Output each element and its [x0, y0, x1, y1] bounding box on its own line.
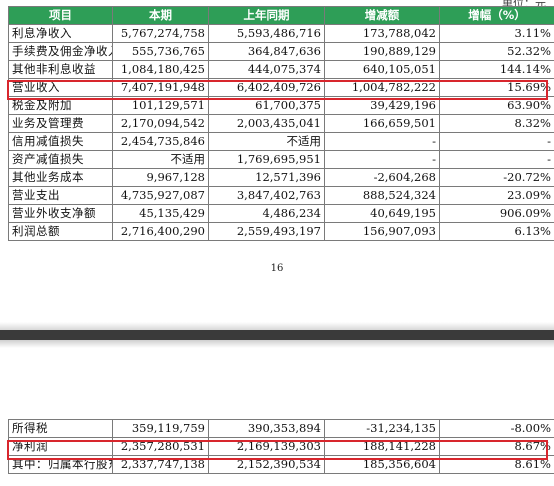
page-break-divider [0, 330, 554, 340]
cell-current-period: 7,407,191,948 [112, 78, 209, 97]
table-row: 利息净收入 5,767,274,758 5,593,486,716 173,788,0… [8, 24, 554, 43]
unit-note: 单位：元 [502, 0, 546, 10]
cell-change-percent: 8.32% [439, 114, 554, 133]
table-row: 资产减值损失 不适用 1,769,695,951- - [8, 150, 554, 169]
cell-prior-period: 4,486,234 [208, 204, 325, 223]
cell-prior-period: 2,559,493,197 [208, 222, 325, 241]
cell-current-period: 45,135,429 [112, 204, 209, 223]
cell-prior-period: 2,003,435,041 [208, 114, 325, 133]
table-header-row: 项目 本期 上年同期 增减额 增幅（%） [8, 6, 554, 25]
cell-item: 业务及管理费 [8, 114, 113, 133]
cell-change-amount: - [324, 132, 440, 151]
cell-item: 营业外收支净额 [8, 204, 113, 223]
cell-current-period: 9,967,128 [112, 168, 209, 187]
cell-change-percent: 144.14% [439, 60, 554, 79]
cell-change-amount: 190,889,129 [324, 42, 440, 61]
cell-change-amount: -2,604,268 [324, 168, 440, 187]
cell-prior-period: 12,571,396 [208, 168, 325, 187]
table-row: 所得税 359,119,759 390,353,894 -31,234,135 -8.0… [8, 419, 554, 438]
cell-change-percent: 23.09% [439, 186, 554, 205]
cell-item: 所得税 [8, 419, 113, 438]
header-item: 项目 [8, 6, 113, 25]
cell-item: 利润总额 [8, 222, 113, 241]
page-break-shadow [0, 322, 554, 330]
cell-prior-period: 61,700,375 [208, 96, 325, 115]
cell-change-amount: 166,659,501 [324, 114, 440, 133]
cell-change-percent: 906.09% [439, 204, 554, 223]
cell-prior-period: 6,402,409,726 [208, 78, 325, 97]
cell-prior-period: 444,075,374 [208, 60, 325, 79]
cell-item: 利息净收入 [8, 24, 113, 43]
cell-change-percent: 3.11% [439, 24, 554, 43]
cell-change-amount: 39,429,196 [324, 96, 440, 115]
cell-change-percent: 15.69% [439, 78, 554, 97]
cell-current-period: 不适用 [112, 150, 209, 169]
cell-item: 信用减值损失 [8, 132, 113, 151]
cell-change-percent: - [439, 132, 554, 151]
header-change-percent: 增幅（%） [439, 6, 554, 25]
cell-change-percent: -8.00% [439, 419, 554, 438]
cell-change-amount: -31,234,135 [324, 419, 440, 438]
cell-prior-period: 3,847,402,763 [208, 186, 325, 205]
page-break-shadow [0, 340, 554, 348]
cell-prior-period: 不适用 [208, 132, 325, 151]
cell-change-percent: -20.72% [439, 168, 554, 187]
cell-change-amount: - [324, 150, 440, 169]
table-row: 信用减值损失 2,454,735,846 不适用 - - [8, 132, 554, 151]
cell-current-period: 555,736,765 [112, 42, 209, 61]
table-row: 手续费及佣金净收入 555,736,765 364,847,636 190,889,1… [8, 42, 554, 61]
table-row: 利润总额 2,716,400,290 2,559,493,197 156,907,09… [8, 222, 554, 241]
cell-change-amount: 888,524,324 [324, 186, 440, 205]
cell-item: 手续费及佣金净收入 [8, 42, 113, 61]
cell-change-amount: 156,907,093 [324, 222, 440, 241]
header-current-period: 本期 [112, 6, 209, 25]
table-row: 业务及管理费 2,170,094,542 2,003,435,041 166,659,… [8, 114, 554, 133]
cell-change-percent: 6.13% [439, 222, 554, 241]
table-row: 营业外收支净额 45,135,429 4,486,234 40,649,195 906.… [8, 204, 554, 223]
header-change-amount: 增减额 [324, 6, 440, 25]
header-prior-period: 上年同期 [208, 6, 325, 25]
cell-change-percent: - [439, 150, 554, 169]
cell-current-period: 2,716,400,290 [112, 222, 209, 241]
cell-current-period: 1,084,180,425 [112, 60, 209, 79]
cell-change-amount: 1,004,782,222 [324, 78, 440, 97]
net-profit-highlight-box [7, 440, 548, 460]
cell-item: 资产减值损失 [8, 150, 113, 169]
cell-change-amount: 40,649,195 [324, 204, 440, 223]
cell-prior-period: 1,769,695,951 [208, 150, 325, 169]
table-row: 其他非利息收益 1,084,180,425 444,075,374 640,105,0… [8, 60, 554, 79]
table-row: 其他业务成本 9,967,128 12,571,396 -2,604,268 -20.7… [8, 168, 554, 187]
table-row: 营业收入 7,407,191,948 6,402,409,726 1,004,782,… [8, 78, 554, 97]
income-table-top: 项目 本期 上年同期 增减额 增幅（%） 利息净收入 5,767,274,758 5… [8, 6, 554, 241]
cell-current-period: 2,170,094,542 [112, 114, 209, 133]
table-row: 营业支出 4,735,927,087 3,847,402,763 888,524,32… [8, 186, 554, 205]
cell-item: 营业支出 [8, 186, 113, 205]
cell-change-amount: 640,105,051 [324, 60, 440, 79]
cell-item: 其他非利息收益 [8, 60, 113, 79]
cell-prior-period: 364,847,636 [208, 42, 325, 61]
cell-change-percent: 52.32% [439, 42, 554, 61]
cell-current-period: 5,767,274,758 [112, 24, 209, 43]
cell-current-period: 359,119,759 [112, 419, 209, 438]
cell-prior-period: 5,593,486,716 [208, 24, 325, 43]
cell-prior-period: 390,353,894 [208, 419, 325, 438]
cell-change-amount: 173,788,042 [324, 24, 440, 43]
cell-current-period: 2,454,735,846 [112, 132, 209, 151]
revenue-highlight-box [7, 80, 548, 100]
cell-current-period: 4,735,927,087 [112, 186, 209, 205]
cell-item: 其他业务成本 [8, 168, 113, 187]
page-number: 16 [270, 263, 284, 274]
